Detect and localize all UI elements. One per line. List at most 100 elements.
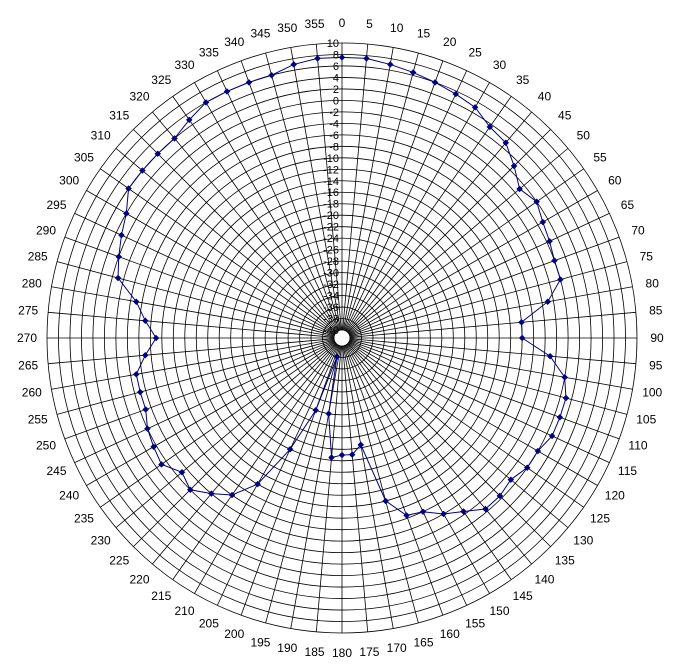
data-point (290, 61, 298, 68)
angle-label: 100 (642, 386, 662, 400)
data-point (114, 274, 122, 282)
angle-label: 15 (417, 27, 431, 41)
data-point (208, 490, 215, 497)
angle-label: 95 (649, 358, 663, 372)
data-point (556, 413, 564, 421)
angle-label: 345 (250, 27, 270, 41)
data-point (136, 388, 144, 396)
angle-label: 310 (91, 129, 111, 143)
grid-spoke (346, 111, 532, 333)
radial-tick-label: 0 (333, 95, 339, 107)
radial-tick-label: -38 (323, 314, 339, 326)
data-point (186, 486, 194, 494)
angle-label: 295 (46, 198, 66, 212)
data-point (286, 445, 294, 453)
data-point (152, 334, 160, 342)
radial-tick-label: -12 (323, 164, 339, 176)
angle-label: 290 (36, 223, 56, 237)
grid-spoke (51, 286, 335, 338)
grid-spoke (74, 341, 335, 464)
angle-label: 235 (74, 512, 94, 526)
grid-spoke (56, 261, 335, 337)
radial-tick-label: -32 (323, 279, 339, 291)
grid-spoke (343, 345, 419, 624)
data-point (132, 298, 140, 306)
data-point (382, 497, 390, 505)
angle-label: 330 (174, 58, 194, 72)
data-point (562, 394, 570, 402)
data-point (419, 508, 427, 516)
grid-spoke (346, 343, 532, 565)
angle-label: 215 (151, 589, 171, 603)
data-point (539, 218, 547, 226)
angle-label: 275 (18, 304, 38, 318)
angle-label: 220 (130, 572, 150, 586)
angle-label: 255 (28, 413, 48, 427)
grid-spoke (348, 341, 598, 486)
grid-spoke (349, 339, 628, 415)
grid-spoke (347, 343, 551, 547)
grid-spoke (86, 341, 336, 486)
data-point (348, 451, 356, 458)
grid-spoke (152, 111, 338, 333)
data-point (223, 88, 231, 95)
grid-spoke (100, 342, 336, 508)
radial-tick-label: -10 (323, 153, 339, 165)
data-point (363, 55, 370, 62)
angle-label: 120 (605, 489, 625, 503)
data-point (202, 99, 210, 106)
angle-label: 205 (199, 616, 219, 630)
grid-spoke (345, 344, 490, 594)
grid-spoke (216, 345, 339, 606)
angle-label: 110 (628, 439, 647, 453)
data-point (523, 464, 531, 472)
grid-spoke (48, 311, 335, 338)
radial-tick-label: -18 (323, 199, 339, 211)
grid-spoke (315, 345, 342, 632)
angle-label: 85 (649, 304, 663, 318)
data-point (510, 162, 518, 170)
angle-label: 170 (387, 641, 407, 655)
radial-tick-label: -6 (329, 130, 339, 142)
data-point (502, 139, 510, 147)
angle-label: 105 (636, 413, 656, 427)
angle-label: 145 (513, 589, 533, 603)
data-point (431, 79, 439, 86)
data-point (471, 104, 479, 111)
radial-tick-label: -8 (329, 141, 339, 153)
angle-label: 90 (650, 331, 664, 345)
grid-spoke (48, 338, 335, 365)
angle-label: 25 (468, 46, 482, 60)
grid-spoke (348, 168, 584, 334)
angle-label: 40 (538, 90, 552, 104)
grid-spoke (343, 52, 419, 331)
data-point (154, 150, 162, 158)
grid-spoke (349, 338, 633, 390)
grid-spoke (347, 342, 569, 528)
grid-spoke (346, 96, 512, 332)
angle-label: 200 (224, 627, 244, 641)
angle-label: 285 (28, 249, 48, 263)
data-point (357, 441, 365, 449)
angle-label: 140 (534, 572, 554, 586)
radial-tick-label: -26 (323, 245, 339, 257)
angle-label: 180 (332, 646, 352, 660)
radial-tick-label: 2 (333, 84, 339, 96)
radial-tick-labels: -40-38-36-34-32-30-28-26-24-22-20-18-16-… (323, 38, 339, 337)
radial-tick-label: -16 (323, 187, 339, 199)
angle-label: 0 (339, 16, 346, 30)
radial-tick-label: -30 (323, 268, 339, 280)
angle-label: 130 (573, 533, 593, 547)
data-point (171, 135, 178, 142)
angle-label: 55 (593, 150, 607, 164)
grid-spoke (342, 44, 369, 331)
data-point (333, 353, 341, 361)
angle-label: 245 (46, 464, 66, 478)
grid-spoke (240, 345, 340, 616)
grid-spoke (133, 343, 337, 547)
grid-spoke (349, 341, 610, 464)
data-point (185, 116, 193, 124)
grid-spoke (345, 345, 468, 606)
